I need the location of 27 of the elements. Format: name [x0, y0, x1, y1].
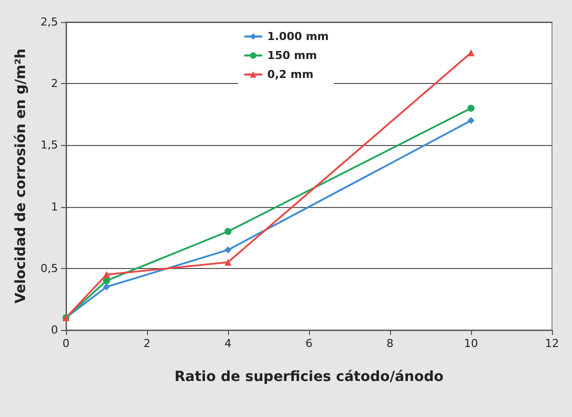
x-tick-label: 12 [545, 337, 559, 350]
x-tick-label: 10 [464, 337, 478, 350]
y-tick-label: 0,5 [40, 262, 58, 275]
y-tick-label: 2 [51, 77, 58, 90]
y-tick-label: 2,5 [40, 16, 58, 28]
point [468, 49, 474, 56]
point [224, 258, 232, 266]
x-tick-label: 8 [386, 337, 394, 350]
y-tick-label: 0 [51, 324, 58, 336]
point [224, 246, 232, 254]
x-tick-label: 6 [306, 337, 312, 350]
point [468, 104, 474, 112]
point [103, 283, 110, 290]
y-tick-label: 1,5 [40, 138, 58, 152]
y-tick-label: 1 [51, 200, 58, 214]
point [224, 228, 232, 235]
legend-label: 1.000 mm [267, 30, 329, 43]
y-axis-title: Velocidad de corrosión en g/m²h [13, 48, 29, 304]
x-tick-label: 2 [144, 337, 150, 350]
x-tick-label: 4 [224, 337, 232, 350]
legend-label: 150 mm [267, 49, 317, 62]
legend-label: 0,2 mm [267, 68, 314, 81]
x-tick-label: 0 [62, 337, 70, 350]
point [103, 271, 110, 278]
x-axis-title: Ratio de superficies cátodo/ánodo [174, 369, 444, 385]
point [103, 277, 110, 284]
point [468, 117, 474, 124]
